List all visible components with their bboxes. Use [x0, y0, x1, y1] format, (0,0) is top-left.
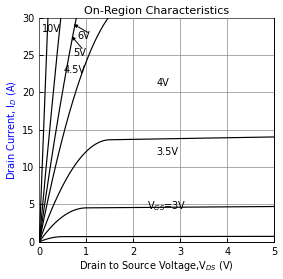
Y-axis label: Drain Current, I$_D$ (A): Drain Current, I$_D$ (A)	[6, 80, 19, 180]
Text: V$_{GS}$=3V: V$_{GS}$=3V	[147, 199, 187, 213]
Text: 4V: 4V	[157, 78, 170, 88]
Text: 3.5V: 3.5V	[157, 147, 179, 157]
X-axis label: Drain to Source Voltage,V$_{DS}$ (V): Drain to Source Voltage,V$_{DS}$ (V)	[80, 259, 234, 273]
Text: 10V: 10V	[42, 24, 61, 34]
Text: 5V: 5V	[73, 48, 86, 58]
Text: 4.5V: 4.5V	[64, 65, 86, 75]
Title: On-Region Characteristics: On-Region Characteristics	[84, 6, 229, 16]
Text: 6V: 6V	[78, 32, 91, 41]
